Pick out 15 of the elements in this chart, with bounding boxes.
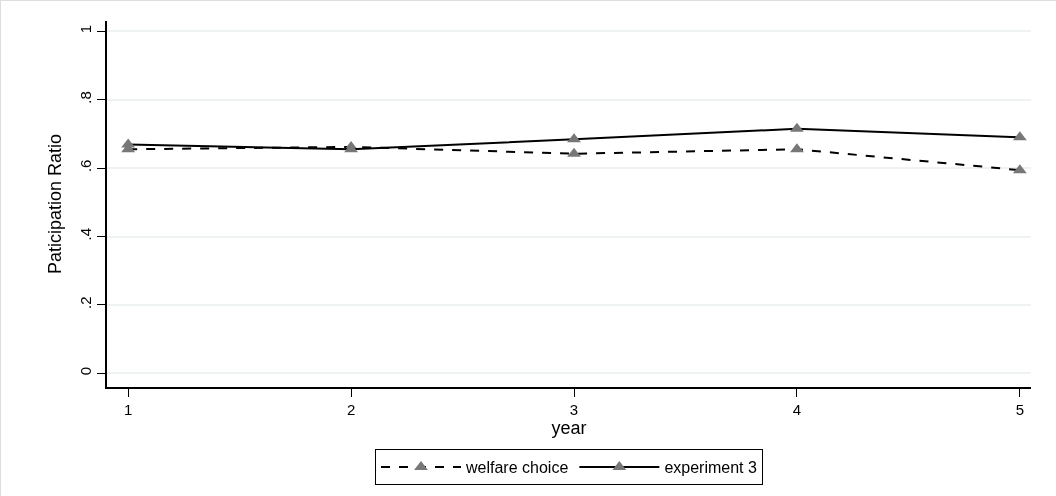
- x-tick-label: 2: [346, 400, 356, 418]
- y-tick-label: .8: [77, 91, 95, 104]
- x-tick-label: 1: [124, 400, 133, 418]
- x-tick-label: 3: [569, 400, 579, 418]
- legend-label: experiment 3: [664, 459, 757, 477]
- y-tick-label: .4: [77, 227, 95, 241]
- y-tick-label: 0: [77, 366, 95, 376]
- x-axis-title: year: [551, 417, 587, 438]
- legend-label: welfare choice: [465, 459, 569, 477]
- x-tick-label: 5: [1015, 400, 1025, 418]
- x-tick-label: 4: [792, 400, 802, 418]
- y-axis-title: Paticipation Ratio: [44, 133, 65, 275]
- y-tick-label: .6: [77, 159, 95, 173]
- y-tick-label: .2: [77, 296, 95, 309]
- y-tick-label: 1: [77, 24, 95, 34]
